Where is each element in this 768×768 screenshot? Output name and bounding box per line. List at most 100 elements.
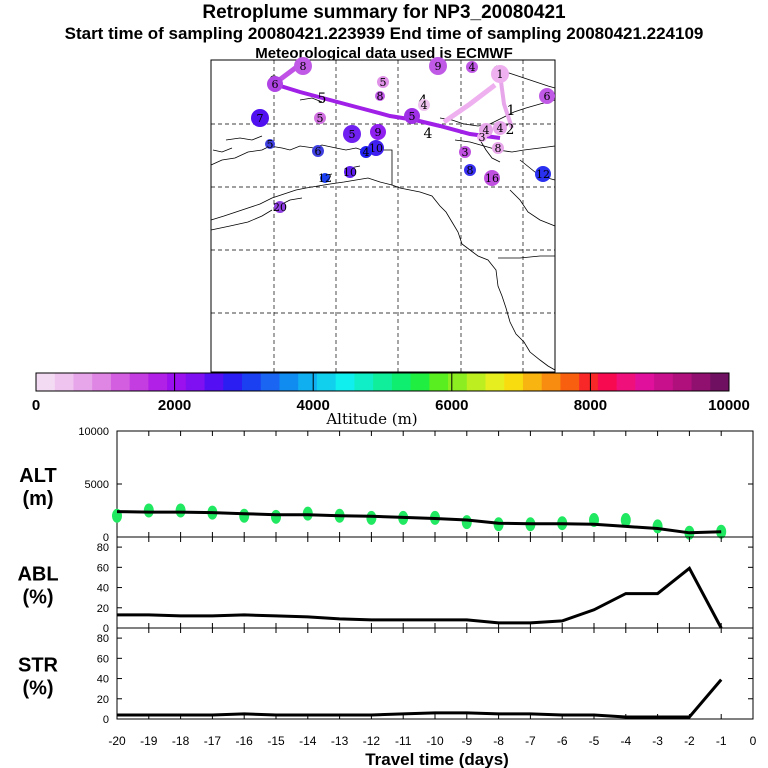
- map-marker-label: 4: [483, 124, 490, 137]
- alt-sample-point: [271, 509, 281, 524]
- colorbar-swatch: [504, 373, 524, 391]
- y-tick-label: 40: [97, 674, 109, 686]
- map-marker-label: 12: [536, 168, 550, 181]
- map-marker-label: 9: [435, 60, 442, 73]
- y-tick-label: 80: [97, 542, 109, 554]
- panel-ylabel-unit: (%): [22, 678, 53, 700]
- alt-sample-point: [239, 508, 250, 523]
- map-sample-marker: [312, 145, 324, 157]
- x-tick-label: -2: [684, 734, 695, 748]
- x-tick-label: -1: [716, 734, 727, 748]
- x-tick-label: -16: [236, 734, 254, 748]
- coastline-segment: [509, 189, 556, 227]
- colorbar-swatch: [710, 373, 730, 391]
- trajectory-day-label: 1: [507, 103, 516, 119]
- trajectory-day-label: 2: [506, 122, 515, 138]
- x-tick-label: -6: [557, 734, 568, 748]
- map-marker-label: 8: [377, 90, 384, 103]
- x-tick-label: -11: [395, 734, 412, 748]
- colorbar-swatch: [448, 373, 468, 391]
- map-marker-label: 4: [497, 122, 504, 135]
- colorbar-tick-label: 0: [32, 397, 40, 414]
- x-tick-label: -19: [140, 734, 158, 748]
- x-tick-label: -9: [461, 734, 472, 748]
- colorbar-swatch: [36, 373, 56, 391]
- map-marker-label: 5: [349, 128, 356, 141]
- panel-ylabel-unit: (%): [22, 587, 53, 609]
- map-sample-marker: [274, 201, 286, 213]
- panel-frame: [116, 536, 754, 629]
- colorbar-swatch: [560, 373, 580, 391]
- colorbar-swatch: [148, 373, 168, 391]
- map-marker-label: 5: [409, 110, 416, 123]
- coastline-segment: [479, 139, 501, 163]
- map-sample-marker: [492, 142, 504, 154]
- map-sample-marker: [370, 124, 386, 140]
- map-marker-label: 7: [257, 112, 264, 125]
- map-marker-label: 4: [421, 99, 428, 112]
- coastline-segment: [210, 177, 393, 221]
- panel-str: 80 60 40 20 0 STR(%): [18, 627, 754, 726]
- x-tick-label: -15: [267, 734, 285, 748]
- map-marker-label: 9: [375, 126, 382, 139]
- colorbar-swatch: [485, 373, 505, 391]
- colorbar-swatch: [672, 373, 692, 391]
- coastline-segment: [212, 147, 233, 153]
- colorbar-swatch: [298, 373, 318, 391]
- coastline-segment: [210, 209, 273, 231]
- y-tick-label: 10000: [78, 426, 109, 438]
- x-tick-label: -17: [204, 734, 222, 748]
- trajectory-segment: [442, 83, 497, 125]
- map-marker-label: 16: [485, 172, 499, 185]
- map-marker-label: 5: [380, 76, 387, 89]
- map-sample-marker: [418, 99, 430, 111]
- altitude-colorbar: 0 2000 4000 6000 8000 10000: [32, 372, 750, 414]
- x-tick-label: -3: [652, 734, 663, 748]
- y-tick-label: 0: [103, 623, 109, 635]
- coastline-segment: [225, 135, 263, 141]
- series-line: [117, 678, 723, 719]
- x-tick-label: -8: [493, 734, 504, 748]
- y-tick-label: 80: [97, 633, 109, 645]
- colorbar-swatch: [579, 373, 599, 391]
- coastline-segment: [498, 255, 555, 259]
- panel-ylabel: ABL: [17, 564, 58, 586]
- map-frame: [210, 59, 556, 373]
- colorbar-swatch: [110, 373, 131, 391]
- time-series-panels: 1000050000ALT(m)806040200ABL(%)806040200…: [17, 426, 756, 748]
- colorbar-swatch: [223, 373, 243, 391]
- map-marker-label: 5: [317, 112, 324, 125]
- colorbar-swatch: [429, 373, 449, 391]
- map-sample-marker: [477, 132, 487, 142]
- colorbar-tick-label: 2000: [158, 397, 191, 414]
- trajectory-day-label: 4: [424, 126, 433, 142]
- colorbar-swatch: [391, 373, 411, 391]
- coastline-segment: [454, 139, 556, 153]
- colorbar-swatch: [373, 373, 393, 391]
- x-tick-label: -10: [426, 734, 444, 748]
- map-sample-marker: [491, 65, 509, 83]
- x-tick-label: -5: [589, 734, 600, 748]
- map-panel: 6544112 68941584655795104443881612610122…: [210, 57, 556, 373]
- map-marker-label: 12: [318, 172, 332, 185]
- y-tick-label: 20: [97, 603, 109, 615]
- colorbar-swatch: [316, 373, 337, 391]
- colorbar-swatch: [654, 373, 674, 391]
- x-tick-label: -18: [172, 734, 190, 748]
- coastline-segment: [299, 97, 323, 103]
- map-sample-marker: [464, 164, 476, 176]
- colorbar-swatch: [541, 373, 561, 391]
- alt-sample-point: [175, 503, 186, 518]
- panel-ylabel: STR: [18, 655, 59, 677]
- x-tick-label: 0: [750, 734, 757, 748]
- x-tick-label: -14: [299, 734, 317, 748]
- map-marker-label: 6: [272, 78, 279, 91]
- x-tick-label: -4: [620, 734, 631, 748]
- colorbar-swatch: [522, 373, 543, 391]
- map-marker-label: 4: [469, 61, 476, 74]
- colorbar-swatch: [635, 373, 655, 391]
- coastline-segment: [499, 69, 556, 89]
- map-marker-label: 5: [267, 138, 274, 151]
- colorbar-swatch: [92, 373, 112, 391]
- coastline-segment: [439, 99, 556, 127]
